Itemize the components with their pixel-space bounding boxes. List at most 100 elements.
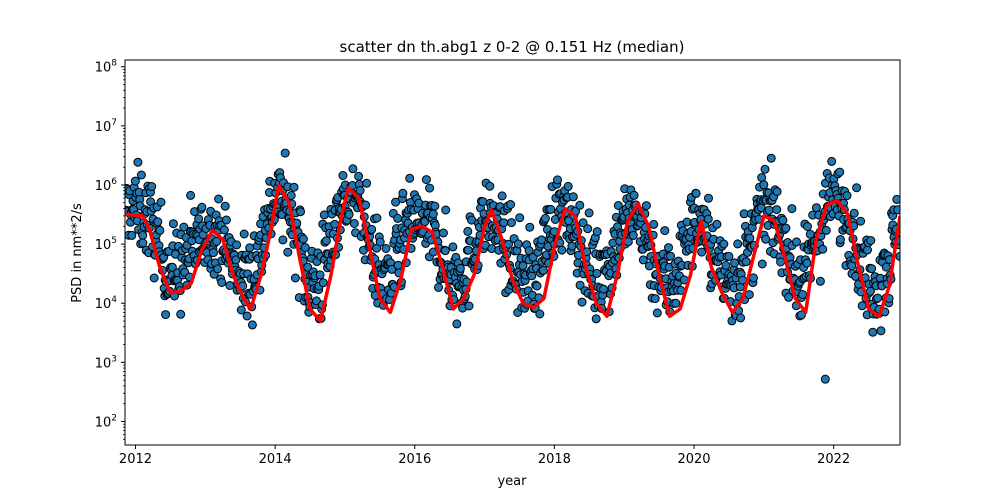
scatter-point xyxy=(563,181,573,191)
scatter-point xyxy=(811,203,821,213)
scatter-point xyxy=(231,255,241,265)
scatter-point xyxy=(452,319,462,329)
scatter-point xyxy=(355,186,365,195)
scatter-point xyxy=(221,215,231,225)
y-tick-label: 107 xyxy=(95,118,117,135)
scatter-point xyxy=(761,234,771,244)
scatter-point xyxy=(367,224,377,234)
scatter-point xyxy=(524,246,534,256)
scatter-point xyxy=(553,175,562,185)
scatter-point xyxy=(867,264,877,274)
scatter-point xyxy=(868,327,878,337)
x-tick-label: 2016 xyxy=(398,452,431,467)
scatter-point xyxy=(318,278,328,288)
scatter-point xyxy=(778,215,788,225)
scatter-point xyxy=(745,233,755,243)
scatter-point xyxy=(153,217,163,227)
scatter-point xyxy=(628,231,638,240)
x-tick-label: 2012 xyxy=(119,452,152,467)
scatter-point xyxy=(247,320,257,330)
scatter-point xyxy=(866,236,876,245)
scatter-point xyxy=(772,205,782,215)
scatter-point xyxy=(213,264,223,274)
scatter-point xyxy=(818,244,828,254)
scatter-point xyxy=(361,200,371,210)
scatter-point xyxy=(697,247,707,257)
scatter-point xyxy=(239,229,249,239)
scatter-point xyxy=(892,194,900,204)
scatter-point xyxy=(749,273,758,283)
scatter-point-outlier xyxy=(820,374,830,384)
y-tick-label: 106 xyxy=(95,177,118,194)
scatter-point xyxy=(136,170,146,180)
scatter-point xyxy=(759,180,769,190)
scatter-point xyxy=(278,235,288,245)
scatter-point xyxy=(300,243,310,252)
scatter-point xyxy=(650,294,660,304)
scatter-point xyxy=(760,164,770,174)
scatter-point xyxy=(289,182,299,192)
scatter-point xyxy=(220,201,230,211)
scatter-point xyxy=(741,257,751,267)
scatter-point xyxy=(537,235,546,245)
scatter-point xyxy=(578,218,588,228)
scatter-point xyxy=(168,219,178,229)
scatter-point xyxy=(893,205,900,215)
scatter-point xyxy=(815,276,825,286)
scatter-point xyxy=(568,192,578,202)
scatter-point xyxy=(873,293,883,303)
scatter-point xyxy=(739,209,749,219)
scatter-point xyxy=(613,201,623,210)
scatter-point xyxy=(283,247,293,257)
scatter-point xyxy=(176,309,186,319)
scatter-point xyxy=(835,235,845,244)
scatter-point xyxy=(724,251,734,261)
y-tick-label: 105 xyxy=(95,236,117,253)
scatter-point xyxy=(781,223,791,233)
scatter-point xyxy=(208,248,218,258)
axes: 2012 2014 2016 2018 2020 2022 102 103 104 105 106 1… xyxy=(95,59,901,467)
scatter-point xyxy=(464,301,474,311)
scatter-point xyxy=(641,201,651,211)
scatter-point xyxy=(344,210,354,219)
scatter-point xyxy=(438,228,448,238)
scatter-point xyxy=(463,226,473,236)
scatter-point xyxy=(863,245,872,255)
scatter-point xyxy=(296,207,305,217)
scatter-point xyxy=(881,262,891,272)
scatter-point xyxy=(280,148,290,158)
scatter-point xyxy=(857,301,867,311)
x-tick-label: 2022 xyxy=(817,452,850,467)
scatter-point xyxy=(802,258,812,268)
scatter-point xyxy=(803,222,812,231)
scatter-point xyxy=(147,182,157,191)
x-axis-label: year xyxy=(497,474,527,489)
scatter-point xyxy=(372,213,382,223)
scatter-point xyxy=(691,188,701,198)
scatter-point xyxy=(242,311,252,321)
scatter-point xyxy=(736,313,746,323)
scatter-point xyxy=(784,292,794,302)
scatter-point xyxy=(303,262,313,272)
scatter-point xyxy=(321,236,331,246)
x-tick-label: 2018 xyxy=(538,452,571,467)
y-tick-label: 102 xyxy=(95,413,117,430)
x-tick-label: 2020 xyxy=(677,452,710,467)
scatter-point xyxy=(515,213,525,223)
scatter-point xyxy=(338,171,348,180)
scatter-point xyxy=(156,197,166,207)
scatter-point xyxy=(212,236,222,246)
scatter-point xyxy=(497,191,507,201)
scatter-point xyxy=(546,204,556,214)
scatter-point xyxy=(499,218,509,228)
scatter-point xyxy=(592,268,602,278)
scatter-point xyxy=(319,210,329,220)
scatter-point xyxy=(703,214,713,224)
scatter-point xyxy=(387,264,397,274)
scatter-point xyxy=(434,282,443,292)
scatter-point xyxy=(225,281,235,290)
scatter-point xyxy=(638,255,648,265)
scatter-point xyxy=(398,188,408,198)
x-tick-label: 2014 xyxy=(259,452,292,467)
